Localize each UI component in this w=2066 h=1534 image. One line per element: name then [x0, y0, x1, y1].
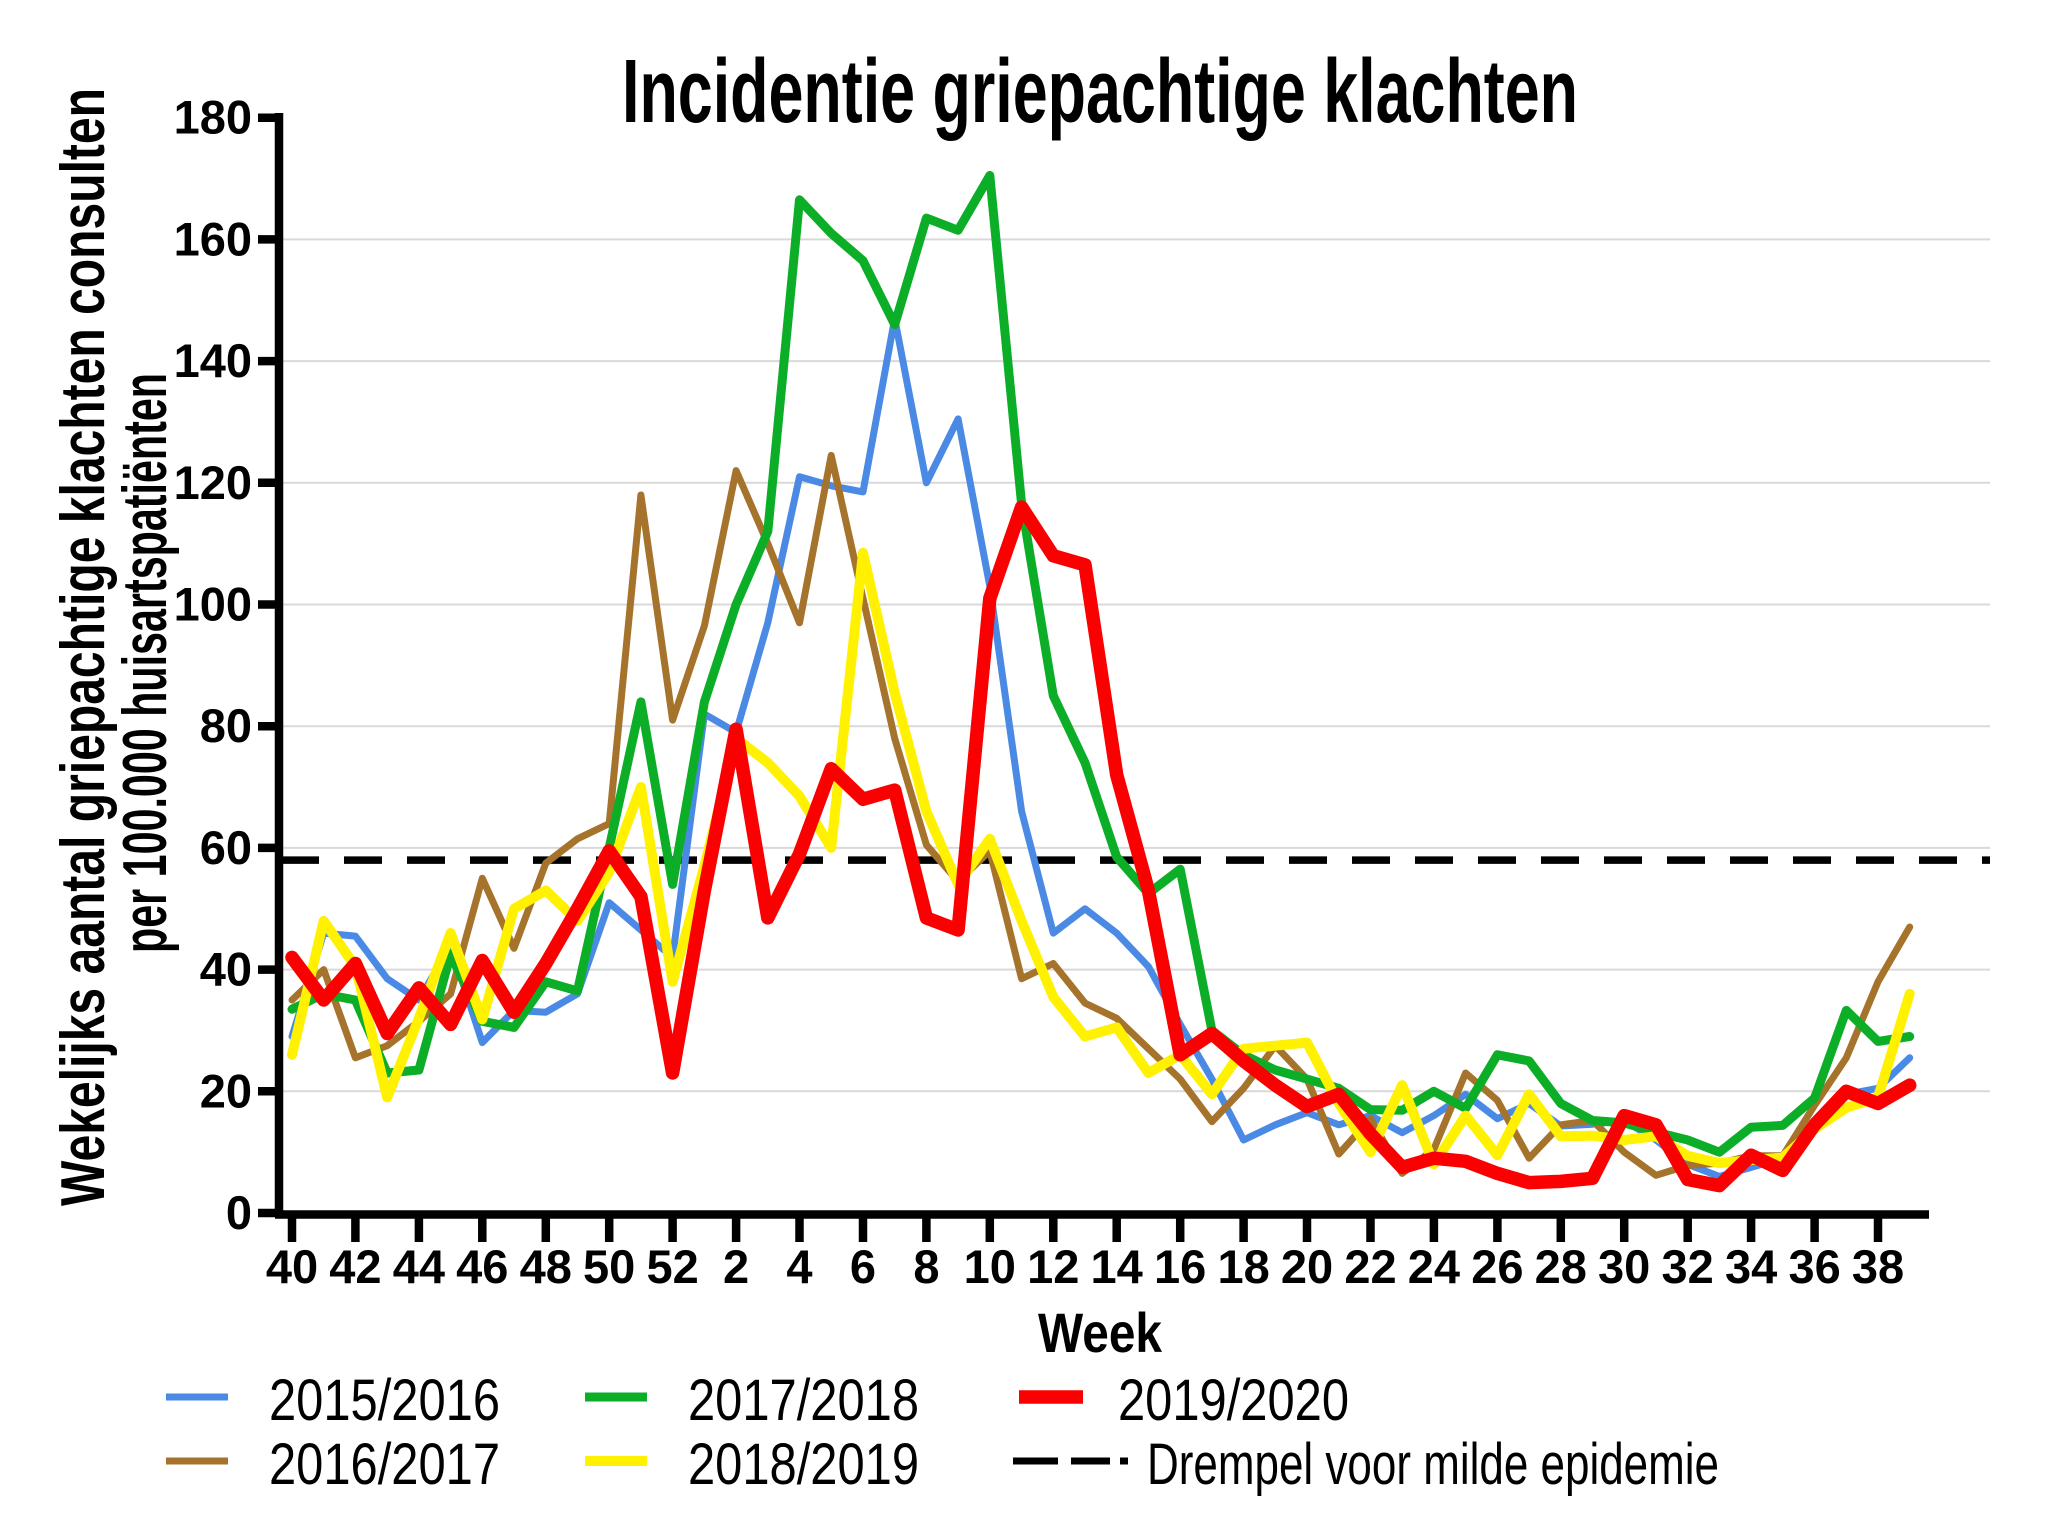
- svg-text:100: 100: [174, 578, 252, 631]
- svg-text:26: 26: [1471, 1240, 1523, 1293]
- svg-text:0: 0: [226, 1186, 252, 1239]
- svg-text:2015/2016: 2015/2016: [269, 1368, 500, 1433]
- svg-text:34: 34: [1725, 1240, 1777, 1293]
- svg-text:24: 24: [1408, 1240, 1460, 1293]
- svg-text:44: 44: [393, 1240, 445, 1293]
- svg-text:2019/2020: 2019/2020: [1118, 1368, 1349, 1433]
- svg-text:2016/2017: 2016/2017: [269, 1432, 500, 1497]
- svg-text:120: 120: [174, 456, 252, 509]
- svg-text:Week: Week: [1038, 1301, 1163, 1364]
- svg-text:48: 48: [520, 1240, 572, 1293]
- svg-text:4: 4: [786, 1240, 812, 1293]
- svg-text:50: 50: [583, 1240, 635, 1293]
- svg-text:80: 80: [200, 699, 252, 752]
- svg-text:180: 180: [174, 91, 252, 144]
- svg-text:2018/2019: 2018/2019: [688, 1432, 919, 1497]
- svg-text:16: 16: [1154, 1240, 1206, 1293]
- svg-text:40: 40: [266, 1240, 318, 1293]
- svg-text:Incidentie griepachtige klacht: Incidentie griepachtige klachten: [622, 42, 1578, 142]
- svg-text:52: 52: [646, 1240, 698, 1293]
- svg-text:32: 32: [1662, 1240, 1714, 1293]
- svg-text:20: 20: [200, 1064, 252, 1117]
- svg-text:20: 20: [1281, 1240, 1333, 1293]
- svg-text:6: 6: [850, 1240, 876, 1293]
- svg-text:140: 140: [174, 334, 252, 387]
- svg-text:8: 8: [913, 1240, 939, 1293]
- svg-text:40: 40: [200, 943, 252, 996]
- svg-text:160: 160: [174, 212, 252, 265]
- svg-text:2017/2018: 2017/2018: [688, 1368, 919, 1433]
- svg-text:46: 46: [456, 1240, 508, 1293]
- svg-text:36: 36: [1788, 1240, 1840, 1293]
- svg-text:18: 18: [1217, 1240, 1269, 1293]
- svg-text:30: 30: [1598, 1240, 1650, 1293]
- svg-text:14: 14: [1091, 1240, 1143, 1293]
- svg-text:28: 28: [1535, 1240, 1587, 1293]
- svg-text:per 100.000 huisartspatiënten: per 100.000 huisartspatiënten: [111, 373, 180, 953]
- svg-text:22: 22: [1344, 1240, 1396, 1293]
- svg-text:38: 38: [1852, 1240, 1904, 1293]
- svg-text:Drempel voor milde epidemie: Drempel voor milde epidemie: [1147, 1432, 1719, 1497]
- svg-text:60: 60: [200, 821, 252, 874]
- svg-text:10: 10: [964, 1240, 1016, 1293]
- svg-text:12: 12: [1027, 1240, 1079, 1293]
- svg-text:42: 42: [329, 1240, 381, 1293]
- svg-text:2: 2: [723, 1240, 749, 1293]
- svg-text:Wekelijks aantal griepachtige: Wekelijks aantal griepachtige klachten c…: [49, 88, 118, 1206]
